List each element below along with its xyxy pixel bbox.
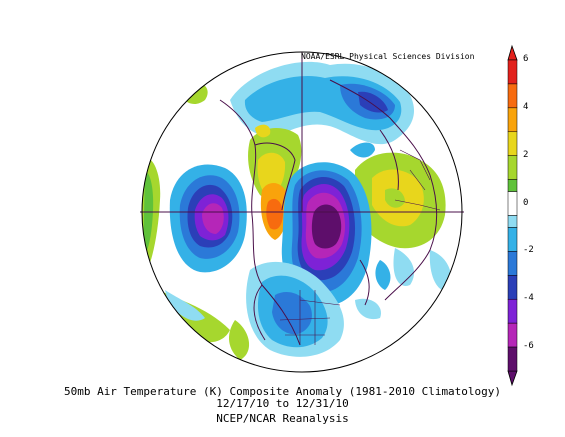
colorbar-tick-6: -6 <box>523 341 534 352</box>
colorbar-bottom-arrow <box>507 370 518 387</box>
colorbar-tick-2: 2 <box>523 149 529 160</box>
colorbar-tick-1: 4 <box>523 101 529 112</box>
colorbar-bin-8 <box>507 227 518 252</box>
colorbar-tick-0: 6 <box>523 54 529 64</box>
colorbar-top-arrow <box>507 44 518 61</box>
colorbar-bin-3 <box>507 131 518 156</box>
colorbar-tick-4: -2 <box>523 245 534 256</box>
caption-line-3: NCEP/NCAR Reanalysis <box>216 412 349 425</box>
colorbar-bin-1 <box>507 83 518 109</box>
map-overlay <box>140 52 464 346</box>
caption-line-1: 50mb Air Temperature (K) Composite Anoma… <box>63 385 502 398</box>
colorbar-bin-4 <box>507 155 518 180</box>
colorbar <box>507 44 518 387</box>
colorbar-bin-0 <box>507 59 518 85</box>
caption-line-2: 12/17/10 to 12/31/10 <box>216 397 349 410</box>
coastline-eurasia <box>329 79 438 306</box>
colorbar-bin-9 <box>507 251 518 276</box>
colorbar-tick-5: -4 <box>523 293 534 304</box>
colorbar-bin-12 <box>507 322 518 348</box>
map-boundary <box>141 51 463 373</box>
colorbar-bin-6 <box>507 191 518 216</box>
attribution: NOAA/ESRL Physical Sciences Division <box>301 52 475 61</box>
coastline-americas <box>219 99 301 346</box>
colorbar-tick-3: 0 <box>523 197 529 208</box>
colorbar-bin-10 <box>507 275 518 300</box>
colorbar-bin-5 <box>507 179 518 192</box>
country-borders <box>279 149 441 345</box>
colorbar-bin-2 <box>507 107 518 133</box>
colorbar-bin-7 <box>507 215 518 228</box>
colorbar-bin-11 <box>507 298 518 324</box>
colorbar-bin-13 <box>507 346 518 372</box>
